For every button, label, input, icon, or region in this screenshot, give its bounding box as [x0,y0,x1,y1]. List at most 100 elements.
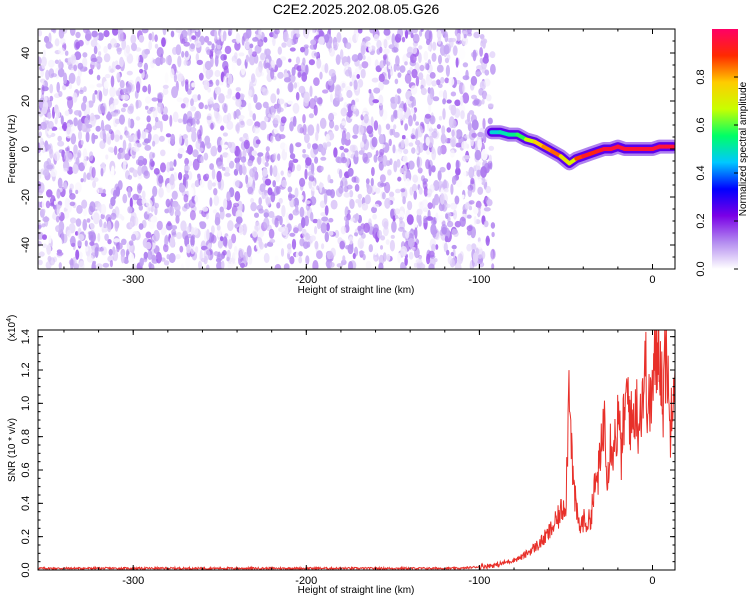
spectrogram-noise-cell [92,93,96,104]
spectrogram-noise-cell [223,54,227,61]
spectrogram-noise-cell [450,183,454,195]
spectrogram-noise-cell [455,159,460,170]
spectrogram-noise-cell [487,117,493,125]
spectrogram-noise-cell [85,131,90,143]
spectrogram-noise-cell [444,136,448,144]
spectrogram-noise-cell [316,97,323,105]
spectrogram-noise-cell [400,139,405,149]
spectrogram-noise-cell [206,229,210,241]
spectrogram-noise-cell [473,215,477,225]
spectrogram-noise-cell [181,29,188,39]
spectrogram-noise-cell [319,182,324,189]
spectrogram-noise-layer [38,29,496,269]
snr-y-multiplier: (x104) [6,315,18,342]
spectrogram-noise-cell [393,131,400,138]
spectrogram-noise-cell [297,71,302,78]
spectrogram-noise-cell [479,34,485,40]
spectrogram-noise-cell [160,149,166,157]
spectrogram-noise-cell [128,142,132,149]
spectrogram-noise-cell [327,79,334,86]
spectrogram-noise-cell [415,258,423,264]
spectrogram-noise-cell [191,234,196,240]
spectrogram-noise-cell [70,257,74,269]
spectrogram-noise-cell [385,123,391,130]
spectrogram-noise-cell [472,252,479,264]
spectrogram-noise-cell [482,118,486,130]
spectrogram-noise-cell [262,168,268,177]
spectrogram-noise-cell [228,160,235,169]
spectrogram-noise-cell [100,167,104,177]
spectrogram-noise-cell [393,160,398,173]
spectrogram-noise-cell [387,169,392,176]
spectrogram-noise-cell [262,155,266,165]
snr-y-tick-label: 1.4 [20,329,32,344]
spectrogram-noise-cell [329,93,333,103]
spectrogram-noise-cell [125,83,132,95]
spectrogram-noise-cell [382,38,389,48]
spectrogram-noise-cell [48,143,53,155]
spectrogram-noise-cell [76,75,81,86]
spectrogram-noise-cell [277,71,284,79]
spectrogram-noise-cell [82,95,88,104]
spectrogram-noise-cell [391,220,397,233]
spectrogram-noise-cell [383,29,391,36]
spectrogram-noise-cell [234,41,241,51]
spectrogram-noise-cell [64,58,69,63]
spectrogram-noise-cell [411,147,416,154]
spectrogram-noise-cell [419,64,425,72]
spectrogram-noise-cell [293,82,298,89]
spectrogram-noise-cell [95,125,101,132]
spectrogram-noise-cell [128,240,134,246]
spectrogram-noise-cell [437,83,443,89]
spectrogram-noise-cell [94,62,99,67]
spectrogram-noise-cell [171,229,177,236]
spectrogram-noise-cell [429,72,436,79]
spectrogram-noise-cell [377,181,385,188]
spectrogram-noise-cell [60,115,64,125]
spectrogram-noise-cell [207,243,213,249]
spectrogram-noise-cell [470,177,475,185]
spectrogram-noise-cell [393,110,398,118]
spectrogram-noise-cell [440,193,445,205]
spectrogram-noise-cell [143,138,150,144]
spectrogram-noise-cell [304,133,310,144]
spectrogram-noise-cell [373,248,378,256]
spectrogram-noise-cell [473,206,479,215]
spectrogram-noise-cell [295,204,299,213]
spectrogram-noise-cell [370,177,374,187]
spectrogram-noise-cell [70,217,77,224]
spectrogram-noise-cell [421,263,426,269]
spectrogram-noise-cell [415,128,418,141]
spectrogram-noise-cell [197,173,201,179]
spectrogram-noise-cell [226,256,230,262]
spectrogram-noise-cell [321,216,329,222]
snr-x-tick-label: 0 [649,575,655,587]
spectrogram-noise-cell [175,232,183,240]
spectrogram-noise-cell [209,197,213,207]
spectrogram-noise-cell [64,110,70,117]
spectrogram-noise-cell [270,67,275,80]
spectrogram-noise-cell [83,86,87,93]
spectrogram-noise-cell [348,261,353,269]
snr-y-tick-label: 0.4 [20,496,32,511]
spectrogram-noise-cell [258,237,263,248]
spectrogram-noise-cell [490,63,496,75]
spectrogram-noise-cell [446,249,450,256]
spectrogram-noise-cell [225,94,232,99]
spectrogram-noise-cell [91,57,98,63]
spectrogram-noise-cell [428,30,433,43]
spectrogram-noise-cell [240,120,245,126]
spectrogram-noise-cell [310,39,317,45]
spectrogram-noise-cell [330,199,338,210]
spectrogram-noise-cell [302,57,306,66]
spectrogram-noise-cell [180,220,187,232]
spectrogram-noise-cell [132,193,139,201]
spectrogram-noise-cell [64,210,70,219]
spectrogram-noise-cell [362,55,366,60]
spectrogram-noise-cell [378,94,384,107]
spectrogram-noise-cell [378,134,385,145]
spectrogram-noise-cell [376,48,381,55]
spectrogram-noise-cell [158,175,164,184]
spectrogram-x-tick-label: 0 [649,274,655,286]
spectrogram-noise-cell [116,47,122,55]
